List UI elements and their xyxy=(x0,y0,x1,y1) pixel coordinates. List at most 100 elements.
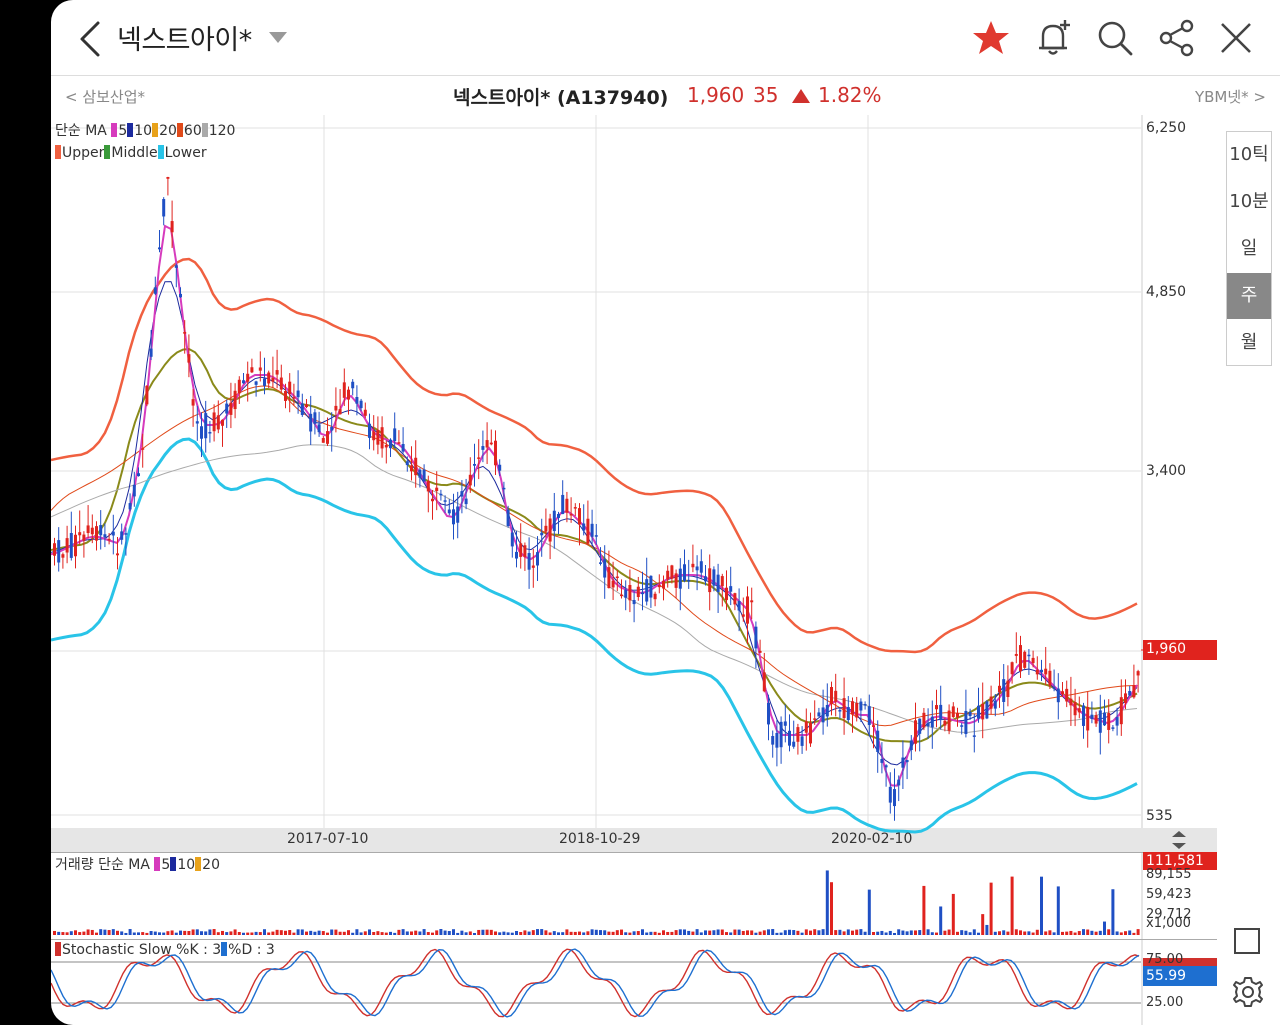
stock-chart[interactable] xyxy=(51,115,1280,1025)
candle-body xyxy=(779,721,783,748)
legend-label: 10 xyxy=(134,123,153,139)
candle-body xyxy=(326,431,329,444)
candle-body xyxy=(1086,707,1090,731)
chevron-down-icon[interactable] xyxy=(269,32,287,43)
period-10tick[interactable]: 10틱 xyxy=(1229,144,1269,165)
volume-bar xyxy=(1010,876,1014,935)
candle-body xyxy=(624,589,628,598)
share-icon[interactable] xyxy=(1157,18,1197,58)
candle-body xyxy=(468,474,472,486)
volume-bar xyxy=(762,930,766,935)
volume-bar xyxy=(120,931,124,935)
prev-stock-link[interactable]: < 삼보산업* xyxy=(65,88,146,106)
bollinger-bands xyxy=(51,257,1138,834)
volume-bar xyxy=(200,931,203,935)
candle-body xyxy=(473,463,476,466)
close-icon[interactable] xyxy=(1216,18,1256,58)
volume-bar xyxy=(61,932,65,935)
volume-bar xyxy=(1040,876,1043,935)
volume-bar xyxy=(1119,932,1123,935)
volume-bar xyxy=(809,930,812,935)
volume-bar xyxy=(153,931,157,935)
candle-body xyxy=(284,391,287,401)
legend-swatch xyxy=(195,857,202,871)
volume-bar xyxy=(918,930,922,935)
candle-body xyxy=(439,493,443,496)
candle-body xyxy=(221,419,224,426)
candle-body xyxy=(888,786,892,803)
volume-bar xyxy=(426,932,430,935)
candle-body xyxy=(620,594,623,597)
candle-body xyxy=(1010,662,1014,675)
candle-body xyxy=(914,720,917,744)
volume-bar xyxy=(216,932,220,935)
candle-body xyxy=(523,545,527,557)
candle-body xyxy=(103,534,107,538)
candle-body xyxy=(204,413,208,439)
candle-body xyxy=(195,421,199,424)
volume-bar xyxy=(536,929,539,935)
volume-bar xyxy=(233,929,237,935)
volume-bar xyxy=(788,929,791,935)
candle-body xyxy=(863,704,867,706)
bell-add-icon[interactable] xyxy=(1033,18,1073,58)
candle-body xyxy=(632,600,636,605)
search-icon[interactable] xyxy=(1095,18,1135,58)
candle-body xyxy=(452,509,455,525)
next-stock-link[interactable]: YBM넷* > xyxy=(1194,88,1266,106)
candle-body xyxy=(687,580,691,582)
period-day[interactable]: 일 xyxy=(1240,238,1258,259)
candle-body xyxy=(317,424,321,433)
volume-bar xyxy=(498,932,502,935)
candle-body xyxy=(431,498,434,502)
fullscreen-icon[interactable] xyxy=(1234,928,1260,954)
volume-bar xyxy=(1065,931,1069,935)
candle-body xyxy=(254,381,258,385)
volume-bar xyxy=(733,929,737,935)
legend-swatch xyxy=(55,145,61,159)
volume-bar xyxy=(720,929,724,935)
candle-body xyxy=(372,431,376,441)
period-month[interactable]: 월 xyxy=(1240,332,1258,353)
volume-bar xyxy=(846,929,850,935)
volume-bar xyxy=(170,930,174,935)
resize-handle-icon[interactable] xyxy=(1172,831,1186,849)
volume-bar xyxy=(851,930,854,935)
volume-bar xyxy=(695,929,699,935)
volume-bar xyxy=(225,932,229,935)
volume-bar xyxy=(456,932,460,935)
legend-swatch xyxy=(221,942,228,956)
candle-body xyxy=(615,576,619,579)
volume-bar xyxy=(221,930,224,935)
page-title[interactable]: 넥스트아이* xyxy=(117,25,252,56)
legend-swatch xyxy=(111,123,118,137)
volume-bar xyxy=(989,882,993,935)
candle-body xyxy=(981,703,985,720)
candle-body xyxy=(670,565,674,579)
candle-body xyxy=(384,445,388,448)
volume-bar xyxy=(338,931,342,935)
star-icon[interactable] xyxy=(971,18,1011,58)
volume-bar xyxy=(447,931,451,935)
volume-bar xyxy=(212,929,216,935)
period-week[interactable]: 주 xyxy=(1227,273,1271,319)
candle-body xyxy=(657,585,661,588)
candle-body xyxy=(82,534,86,541)
candle-body xyxy=(662,580,665,589)
period-10min[interactable]: 10분 xyxy=(1229,191,1269,212)
gear-icon[interactable] xyxy=(1231,975,1265,1009)
candle-body xyxy=(636,586,640,598)
stoch-tick: 25.00 xyxy=(1146,995,1184,1010)
candle-body xyxy=(552,510,556,532)
volume-bar xyxy=(258,932,262,935)
volume-bar xyxy=(195,929,199,935)
volume-bar xyxy=(523,930,527,935)
back-icon[interactable] xyxy=(76,20,106,58)
legend-swatch xyxy=(104,145,111,159)
volume-bar xyxy=(993,931,997,935)
volume-bar xyxy=(65,932,69,935)
volume-bar xyxy=(821,929,825,935)
legend-label: 20 xyxy=(202,857,220,873)
volume-bar xyxy=(926,929,930,935)
candle-body xyxy=(573,507,577,509)
